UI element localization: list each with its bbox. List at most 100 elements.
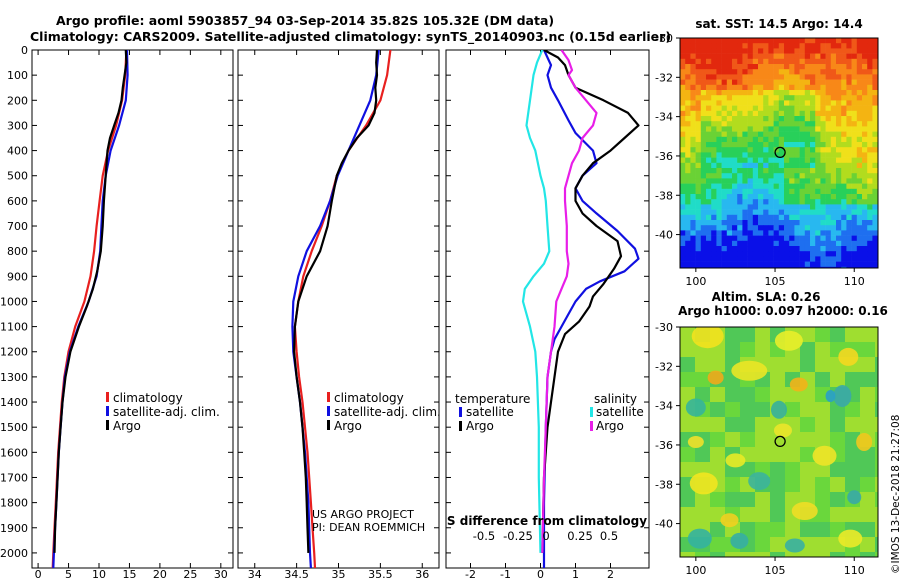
sst-cell <box>867 173 873 179</box>
sst-cell <box>867 235 873 242</box>
sst-cell <box>700 194 707 200</box>
sst-cell <box>851 121 858 127</box>
sst-cell <box>726 110 733 117</box>
sst-cell <box>700 251 707 257</box>
sst-cell <box>825 147 832 153</box>
sst-cell <box>846 178 852 184</box>
sst-cell <box>810 43 816 49</box>
sst-cell <box>773 74 780 80</box>
sla-anomaly-blob <box>748 472 771 491</box>
sst-cell <box>810 183 816 190</box>
sst-cell <box>732 240 738 247</box>
sla-cell <box>740 342 755 357</box>
sst-cell <box>820 168 826 174</box>
sst-cell <box>804 95 811 101</box>
sst-cell <box>851 126 858 132</box>
sst-cell <box>815 183 821 190</box>
sla-cell <box>875 372 878 387</box>
sst-cell <box>851 214 858 221</box>
sst-cell <box>690 90 696 96</box>
sst-cell <box>742 266 748 268</box>
sst-cell <box>799 230 806 236</box>
sla-cell <box>875 492 878 507</box>
sst-cell <box>773 194 780 200</box>
sst-cell <box>706 53 712 60</box>
sst-cell <box>799 178 806 184</box>
sla-cell <box>845 477 860 492</box>
map-x-tick-label: 110 <box>844 564 865 577</box>
sla-cell <box>830 477 845 492</box>
sst-cell <box>747 136 754 143</box>
sst-cell <box>778 131 785 138</box>
sst-cell <box>732 199 738 205</box>
sst-cell <box>836 204 842 210</box>
sla-cell <box>755 327 770 342</box>
sst-cell <box>695 235 702 242</box>
sst-cell <box>856 121 863 127</box>
sst-cell <box>825 100 832 106</box>
sst-cell <box>841 256 847 262</box>
sst-cell <box>836 126 842 132</box>
sst-cell <box>758 48 764 54</box>
sst-cell <box>778 199 785 205</box>
sst-cell <box>773 240 780 247</box>
sst-cell <box>846 116 852 122</box>
sst-cell <box>711 131 717 138</box>
sla-cell <box>725 387 740 402</box>
sst-cell <box>706 220 712 226</box>
sst-cell <box>732 220 738 226</box>
sla-cell <box>875 342 878 357</box>
sst-cell <box>872 64 878 70</box>
sla-cell <box>755 387 770 402</box>
sst-cell <box>716 235 722 242</box>
sst-cell <box>815 251 821 257</box>
sst-cell <box>836 152 842 158</box>
sst-cell <box>732 230 738 236</box>
sst-cell <box>690 48 696 54</box>
sst-cell <box>836 64 842 70</box>
sst-cell <box>815 147 821 153</box>
sst-cell <box>700 230 707 236</box>
sst-cell <box>794 266 800 268</box>
sst-cell <box>680 173 686 179</box>
sst-cell <box>768 84 774 91</box>
legend-swatch <box>327 392 330 402</box>
sst-cell <box>778 266 785 268</box>
sst-cell <box>752 84 759 91</box>
sst-cell <box>690 64 696 70</box>
depth-tick-label: 1900 <box>0 522 28 535</box>
sla-cell <box>800 327 815 342</box>
sst-cell <box>778 100 785 106</box>
sst-cell <box>851 209 858 216</box>
sla-cell <box>770 477 785 492</box>
sst-cell <box>820 136 826 143</box>
sst-cell <box>752 116 759 122</box>
sst-cell <box>846 147 852 153</box>
sla-cell <box>710 447 725 462</box>
sst-cell <box>836 69 842 75</box>
sst-cell <box>695 131 702 138</box>
sst-cell <box>846 220 852 226</box>
sst-cell <box>830 58 837 65</box>
sst-cell <box>685 178 691 184</box>
sst-cell <box>778 90 785 96</box>
sst-cell <box>685 209 691 216</box>
sst-cell <box>700 147 707 153</box>
depth-tick-label: 500 <box>7 170 28 183</box>
sst-cell <box>794 261 800 268</box>
sst-cell <box>711 126 717 132</box>
sst-cell <box>778 79 785 86</box>
sst-cell <box>700 64 707 70</box>
sst-cell <box>758 100 764 106</box>
sst-cell <box>872 225 878 231</box>
sst-cell <box>815 126 821 132</box>
sla-cell <box>860 372 875 387</box>
sst-cell <box>711 162 717 169</box>
sst-cell <box>706 79 712 86</box>
sst-cell <box>726 69 733 75</box>
sst-cell <box>820 116 826 122</box>
sst-cell <box>685 220 691 226</box>
sst-cell <box>716 220 722 226</box>
sla-anomaly-blob <box>847 490 862 505</box>
sst-cell <box>825 168 832 174</box>
